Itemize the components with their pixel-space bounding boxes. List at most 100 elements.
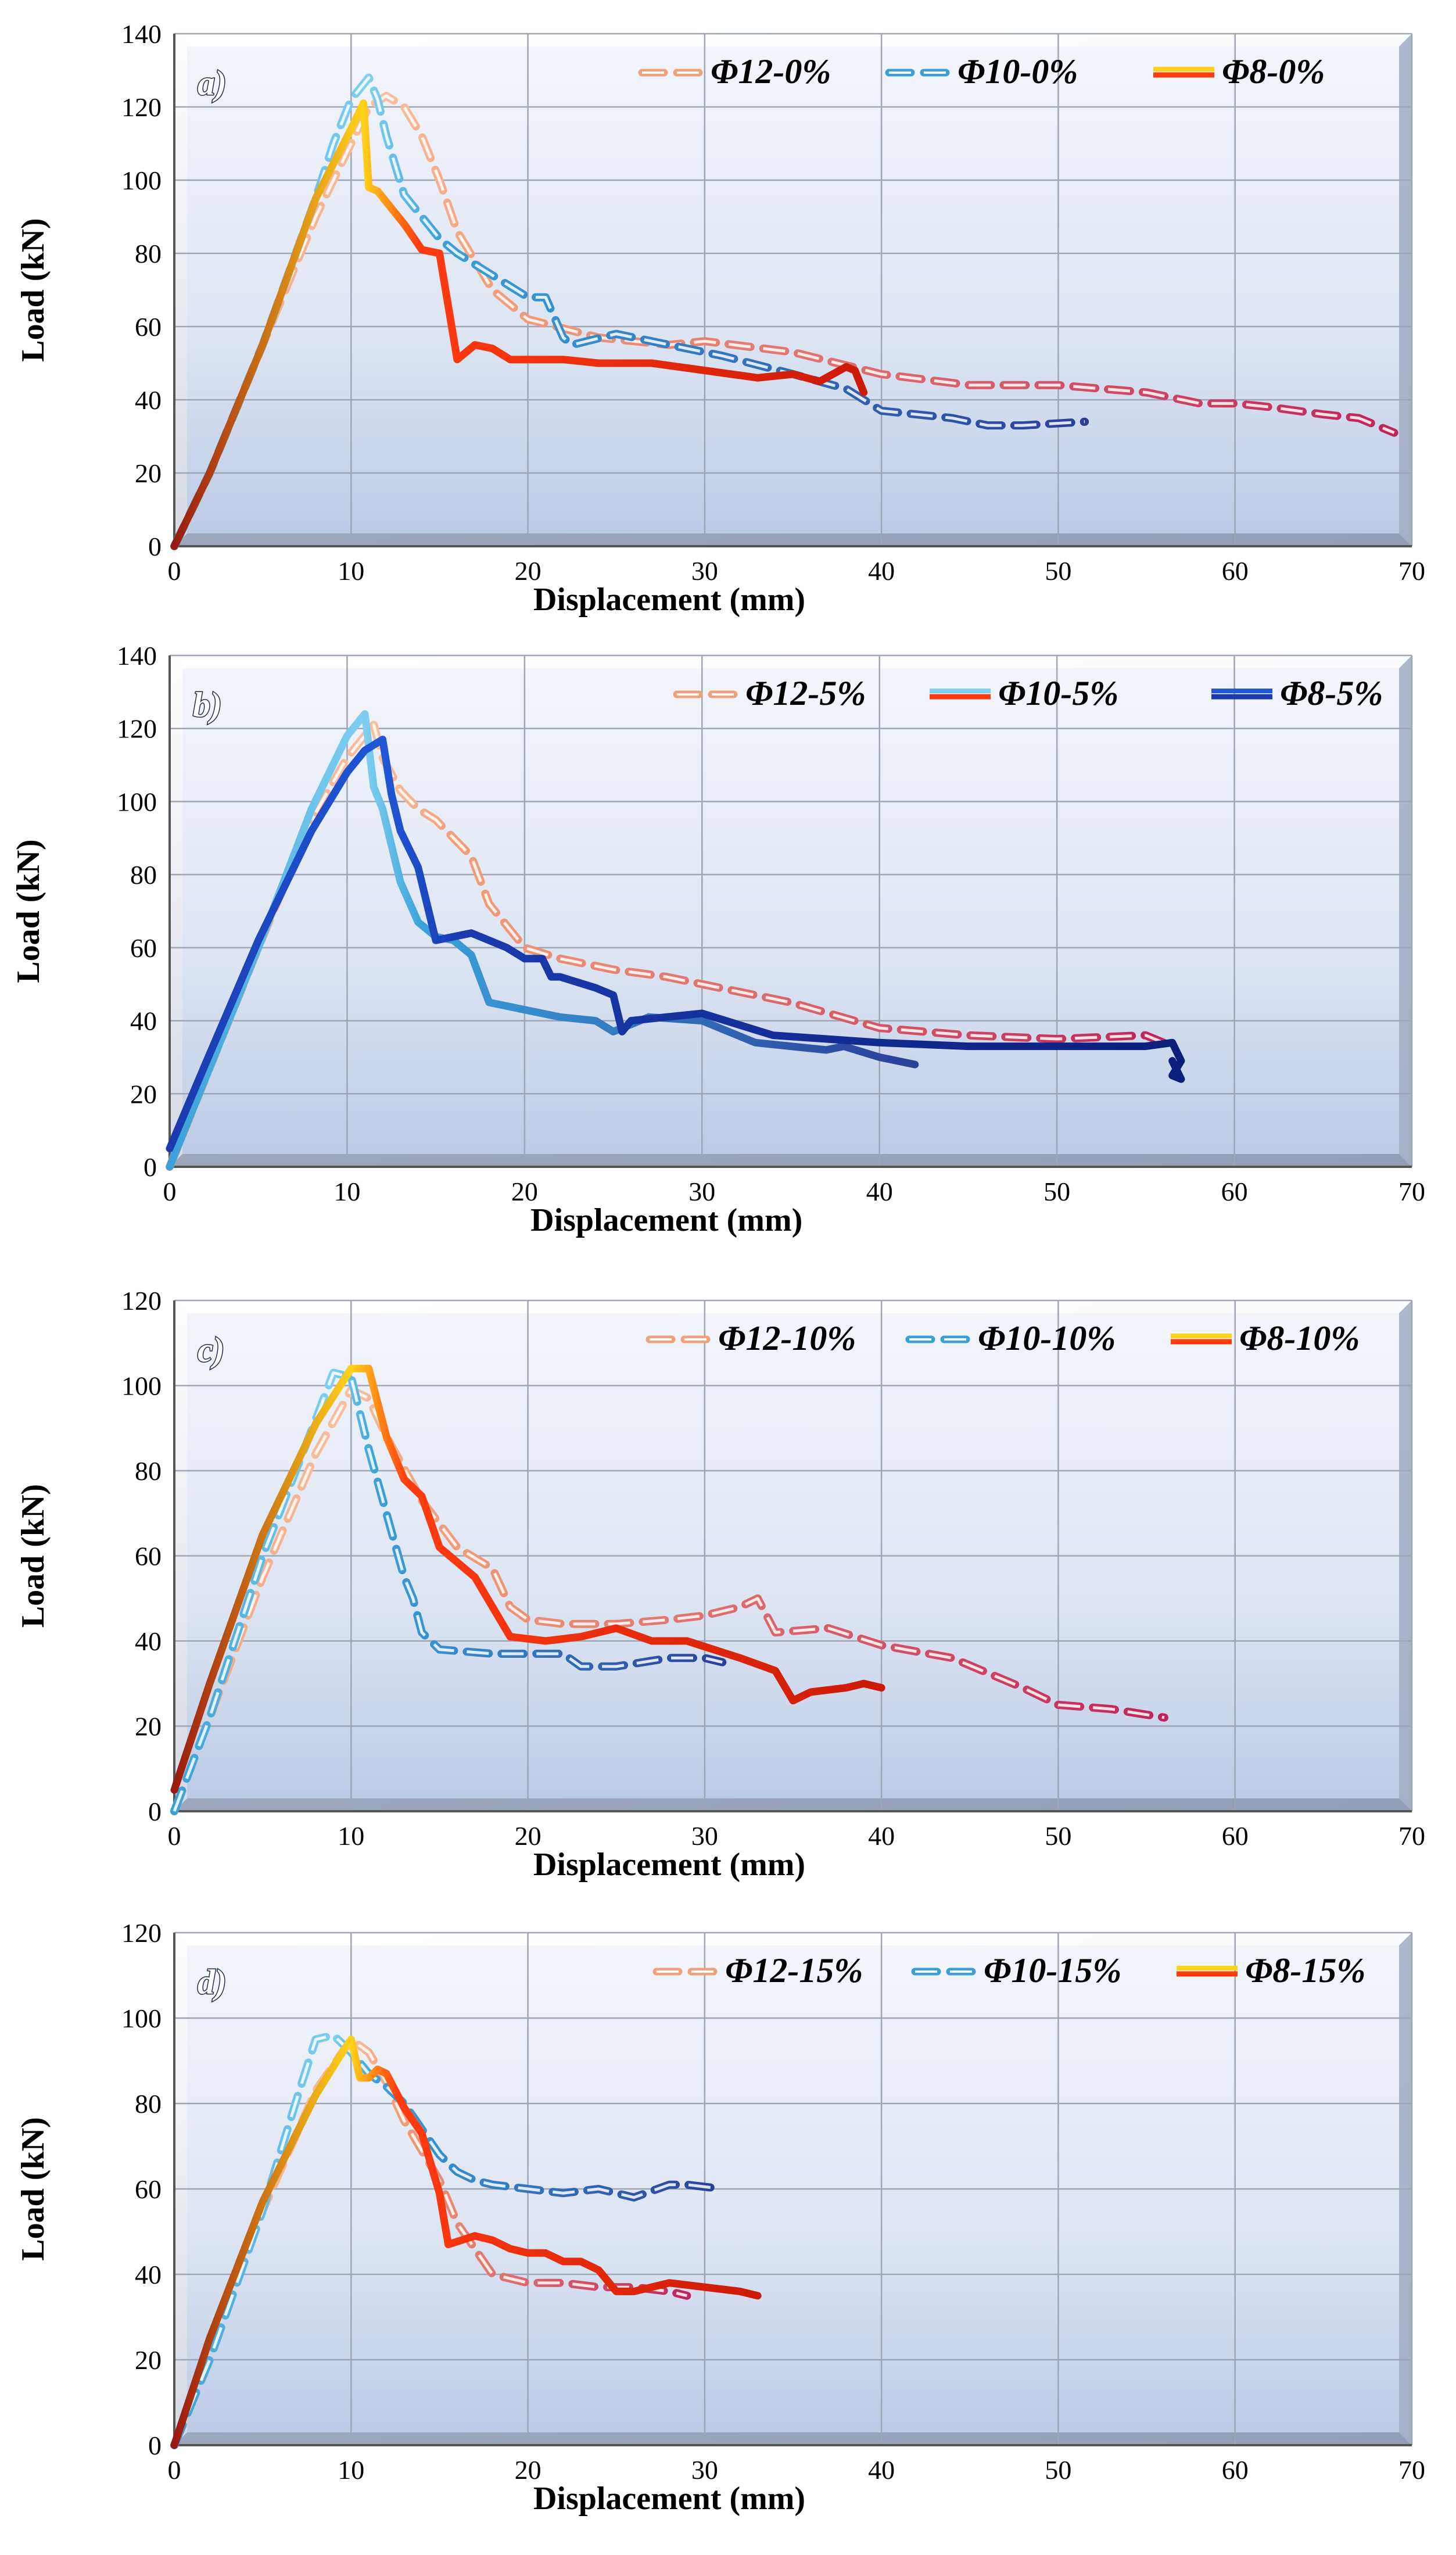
y-tick-label: 20 — [135, 1712, 162, 1741]
y-tick-label: 80 — [135, 1456, 162, 1486]
legend-item: Φ10-0% — [885, 52, 1078, 91]
bevel-top — [174, 1300, 1412, 1313]
y-tick-label: 20 — [135, 2345, 162, 2375]
y-tick-label: 120 — [117, 714, 157, 744]
legend-item: Φ8-0% — [1153, 52, 1325, 91]
panel-label: a) — [198, 64, 227, 102]
legend-item: Φ8-5% — [1211, 674, 1383, 712]
x-tick-label: 40 — [868, 1821, 895, 1851]
x-tick-label: 50 — [1045, 556, 1071, 586]
bevel-bottom — [174, 1798, 1412, 1811]
legend-label: Φ10-0% — [957, 52, 1078, 91]
legend-label: Φ8-10% — [1239, 1319, 1360, 1357]
chart-panel-c: 0 10 20 30 40 50 60 70 0 20 40 60 80 100 120 Displaceme… — [15, 1286, 1425, 1883]
legend-label: Φ12-10% — [718, 1319, 856, 1357]
x-tick-label: 0 — [168, 1821, 181, 1851]
series-line-Φ10-5% — [166, 710, 919, 1171]
x-tick-label: 60 — [1221, 1177, 1248, 1206]
bevel-right — [1399, 34, 1412, 546]
y-tick-label: 100 — [121, 166, 162, 195]
x-tick-label: 50 — [1043, 1177, 1070, 1206]
bevel-bottom — [170, 1154, 1412, 1167]
legend-label: Φ10-15% — [984, 1951, 1121, 1990]
y-tick-label: 120 — [121, 1286, 162, 1316]
panel-label: d) — [198, 1963, 227, 2001]
y-tick-label: 100 — [121, 1371, 162, 1401]
y-tick-label: 60 — [130, 933, 157, 963]
y-tick-label: 20 — [130, 1079, 157, 1109]
x-tick-label: 20 — [511, 1177, 538, 1206]
x-axis-title: Displacement (mm) — [533, 582, 805, 618]
y-tick-label: 0 — [148, 532, 162, 561]
bevel-top — [170, 655, 1412, 668]
legend-label: Φ12-0% — [711, 52, 831, 91]
series-line-highlight — [173, 1371, 723, 1812]
x-tick-label: 40 — [866, 1177, 893, 1206]
chart-panel-b: 0 10 20 30 40 50 60 70 0 20 40 60 80 100 120 140 Displac… — [10, 641, 1425, 1238]
y-axis-title: Load (kN) — [15, 2117, 51, 2260]
x-tick-label: 30 — [691, 556, 718, 586]
legend-item: Φ8-10% — [1171, 1319, 1360, 1357]
x-tick-label: 70 — [1398, 1177, 1425, 1206]
x-tick-label: 20 — [515, 1821, 541, 1851]
x-tick-label: 0 — [168, 2455, 181, 2485]
y-tick-label: 40 — [135, 2260, 162, 2289]
series-line-highlight — [173, 76, 1085, 547]
y-tick-label: 100 — [117, 787, 157, 816]
series-line-Φ8-0% — [170, 99, 868, 550]
legend-label: Φ10-10% — [978, 1319, 1116, 1357]
series-line-Φ8-5% — [166, 736, 1185, 1153]
chart-panel-d: 0 10 20 30 40 50 60 70 0 20 40 60 80 100 120 Displaceme… — [15, 1918, 1425, 2517]
chart-panel-a: 0 10 20 30 40 50 60 70 0 20 40 60 80 100 120 140 Displac… — [15, 19, 1425, 618]
y-tick-label: 0 — [144, 1152, 157, 1182]
x-tick-label: 0 — [168, 556, 181, 586]
legend-item: Φ10-15% — [911, 1951, 1121, 1990]
x-tick-label: 30 — [688, 1177, 715, 1206]
x-tick-label: 10 — [338, 2455, 364, 2485]
x-tick-label: 20 — [515, 2455, 541, 2485]
y-tick-label: 60 — [135, 312, 162, 342]
y-axis-title: Load (kN) — [10, 839, 46, 983]
legend-item: Φ10-10% — [905, 1319, 1116, 1357]
x-tick-label: 40 — [868, 556, 895, 586]
x-axis-title: Displacement (mm) — [533, 1847, 805, 1883]
y-tick-label: 120 — [121, 1918, 162, 1948]
series-line-Φ8-10% — [170, 1364, 885, 1794]
legend-item: Φ12-15% — [652, 1951, 863, 1990]
panel-label: b) — [193, 686, 222, 724]
legend-label: Φ12-15% — [725, 1951, 863, 1990]
y-tick-label: 80 — [135, 239, 162, 268]
y-tick-label: 60 — [135, 2174, 162, 2204]
legend-label: Φ10-5% — [998, 674, 1118, 712]
legend-item: Φ12-5% — [673, 674, 866, 712]
x-axis-title: Displacement (mm) — [533, 2481, 805, 2517]
x-tick-label: 60 — [1222, 2455, 1249, 2485]
y-tick-label: 0 — [148, 1797, 162, 1826]
x-tick-label: 30 — [691, 1821, 718, 1851]
bevel-top — [174, 34, 1412, 46]
legend-label: Φ8-5% — [1280, 674, 1383, 712]
x-tick-label: 10 — [338, 1821, 364, 1851]
x-tick-label: 20 — [515, 556, 541, 586]
y-tick-label: 140 — [121, 19, 162, 49]
x-tick-label: 70 — [1398, 556, 1425, 586]
y-tick-label: 100 — [121, 2004, 162, 2033]
legend-item: Φ12-0% — [638, 52, 831, 91]
y-tick-label: 80 — [135, 2089, 162, 2119]
legend-label: Φ12-5% — [745, 674, 866, 712]
legend-item: Φ8-15% — [1177, 1951, 1365, 1990]
bevel-bottom — [174, 2432, 1412, 2445]
legend-item: Φ12-10% — [645, 1319, 856, 1357]
x-tick-label: 60 — [1222, 1821, 1249, 1851]
y-tick-label: 120 — [121, 92, 162, 122]
x-tick-label: 0 — [163, 1177, 177, 1206]
series-line-highlight — [173, 2033, 723, 2446]
panel-label: c) — [198, 1331, 225, 1369]
bevel-bottom — [174, 533, 1412, 546]
legend-label: Φ8-0% — [1222, 52, 1325, 91]
series-line-highlight — [168, 723, 1164, 1167]
x-tick-label: 30 — [691, 2455, 718, 2485]
y-tick-label: 40 — [130, 1006, 157, 1036]
y-tick-label: 80 — [130, 860, 157, 890]
legend-item: Φ10-5% — [930, 674, 1118, 712]
